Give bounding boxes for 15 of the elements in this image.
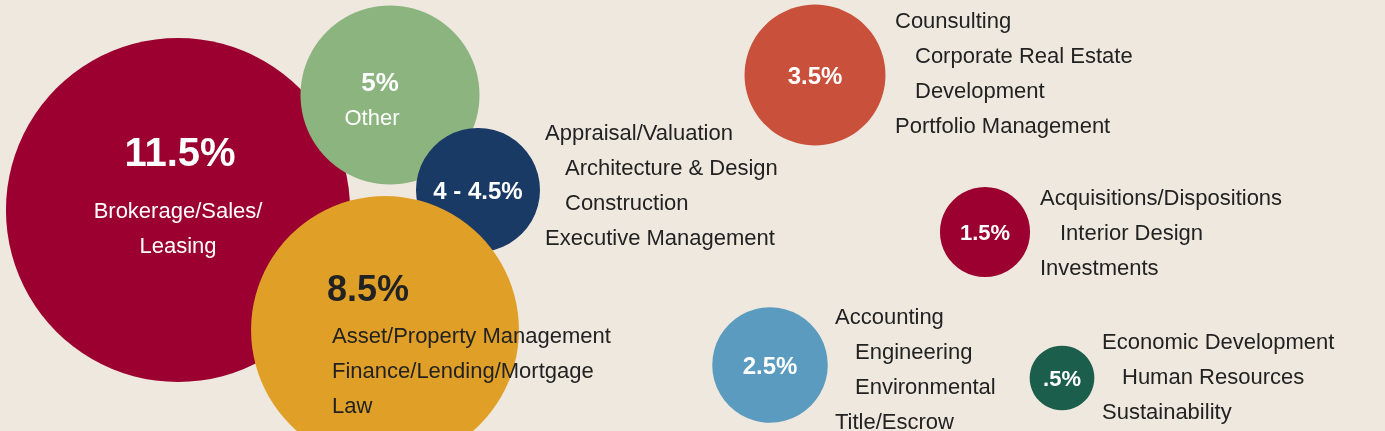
category-label: Accounting Engineering Environmental Title/Escrow [835,303,996,431]
data-label: 5% [361,67,399,97]
category-label: Appraisal/Valuation Architecture & Design Construction Executive Management [545,119,778,250]
category-label: Acquisitions/Dispositions Interior Design Investments [1040,184,1283,280]
data-label: 8.5% [326,267,410,309]
data-label: 4 - 4.5% [433,176,523,204]
data-label: 11.5% [124,130,236,174]
category-label: Economic Development Human Resources Sustainability [1102,328,1335,424]
category-label: Brokerage/Sales/ Leasing [93,197,264,258]
data-label: 2.5% [742,351,798,379]
data-label: 1.5% [959,219,1011,245]
category-label: Other [344,104,400,130]
category-label: Counsulting Corporate Real Estate Development Portfolio Management [895,7,1133,138]
data-label: 3.5% [787,61,843,89]
data-label: .5% [1043,365,1081,391]
